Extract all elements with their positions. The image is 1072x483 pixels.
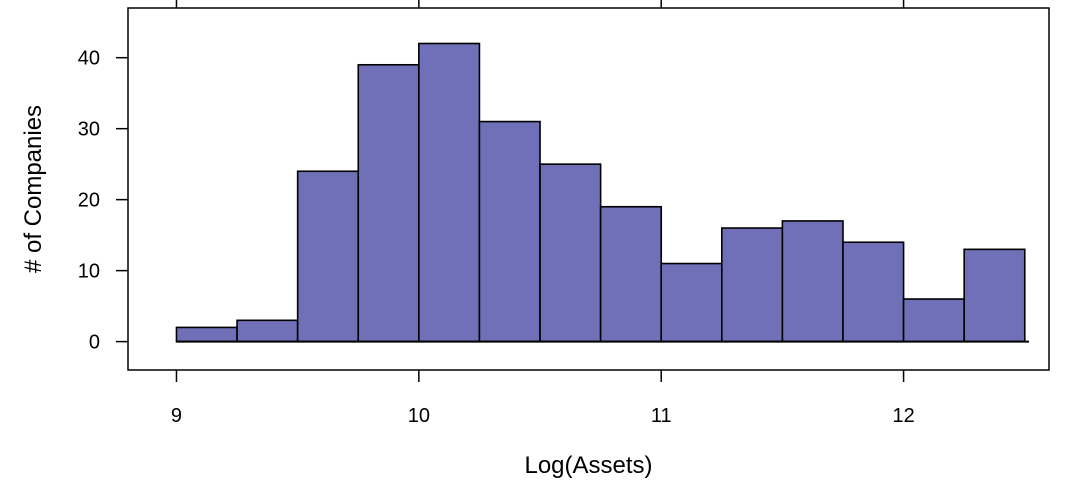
histogram-bar [963, 248, 1026, 343]
histogram-bar [175, 326, 238, 343]
y-tick-label: 20 [78, 190, 100, 212]
y-tick-label: 40 [78, 48, 100, 70]
y-tick-label: 30 [78, 119, 100, 141]
x-tick-label: 12 [892, 405, 914, 427]
x-tick-label: 10 [408, 405, 430, 427]
histogram-bar [539, 163, 602, 343]
plot-frame [127, 7, 1050, 371]
histogram-bar [357, 63, 420, 343]
histogram-bar [842, 241, 905, 343]
histogram-bar [236, 319, 299, 343]
histogram-bar [781, 220, 844, 343]
histogram-bar [599, 205, 663, 343]
histogram-bar [418, 42, 481, 343]
x-tick-label: 11 [651, 405, 672, 427]
histogram-bar [296, 170, 360, 343]
bars-layer [175, 42, 1026, 343]
ticks-layer: 9 10 11 12 0 10 20 30 40 [78, 0, 915, 427]
x-axis-title: Log(Assets) [524, 452, 652, 479]
histogram-bar [478, 120, 541, 343]
y-tick-label: 0 [89, 332, 100, 354]
histogram-bar [660, 262, 723, 343]
histogram-bar [721, 227, 784, 343]
histogram-bar [902, 298, 965, 343]
x-tick-label: 9 [171, 405, 182, 427]
y-axis-title: # of Companies [20, 105, 47, 273]
y-tick-label: 10 [78, 261, 100, 283]
